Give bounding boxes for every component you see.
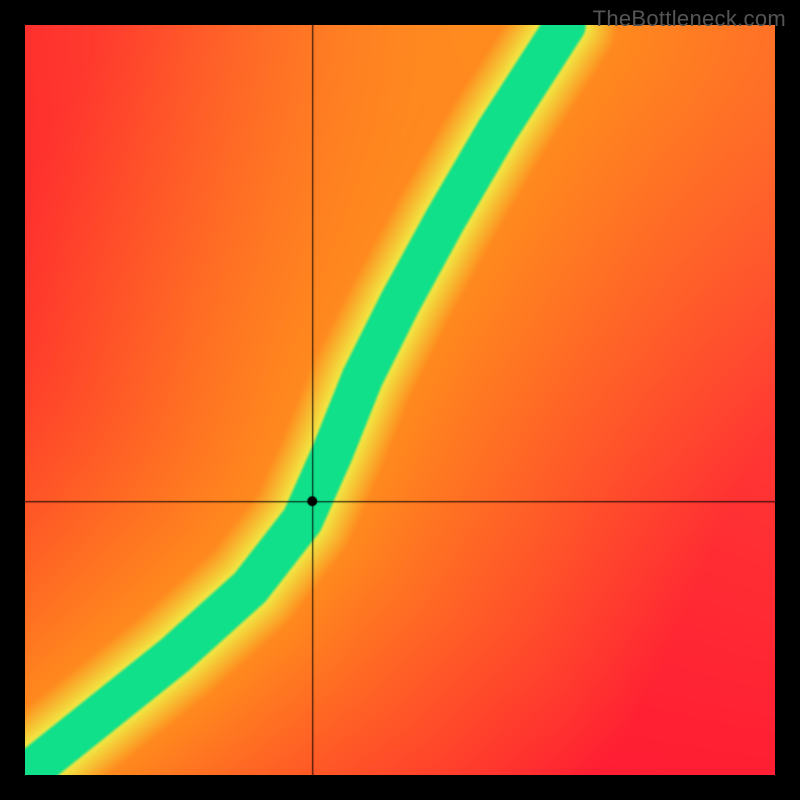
figure-root: TheBottleneck.com bbox=[0, 0, 800, 800]
heatmap-canvas bbox=[25, 25, 775, 775]
watermark-text: TheBottleneck.com bbox=[593, 6, 786, 32]
plot-area bbox=[25, 25, 775, 775]
